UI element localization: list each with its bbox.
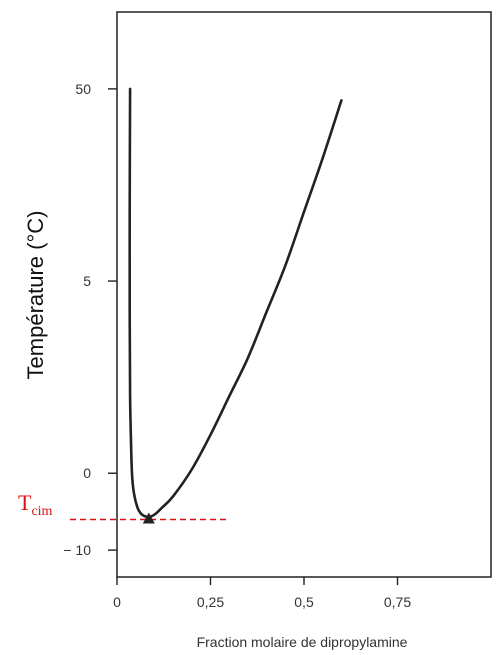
y-tick-label: − 10: [63, 542, 91, 558]
minimum-marker: [142, 512, 155, 524]
tcim-label-main: T: [18, 490, 32, 515]
x-axis-label: Fraction molaire de dipropylamine: [197, 634, 408, 650]
tcim-label: Tcim: [18, 490, 53, 519]
y-axis-label: Température (°C): [23, 211, 48, 380]
x-tick-label: 0,5: [294, 594, 314, 610]
tcim-label-subscript: cim: [31, 504, 52, 519]
x-tick-label: 0: [113, 594, 121, 610]
y-tick-label: 5: [83, 273, 91, 289]
temperature-curve: [128, 87, 343, 519]
x-axis-ticks: 0 0,25 0,5 0,75: [113, 577, 411, 610]
plot-frame: [116, 11, 492, 578]
y-tick-label: 50: [75, 81, 91, 97]
y-tick-label: 0: [83, 465, 91, 481]
x-tick-label: 0,25: [197, 594, 224, 610]
x-tick-label: 0,75: [384, 594, 411, 610]
